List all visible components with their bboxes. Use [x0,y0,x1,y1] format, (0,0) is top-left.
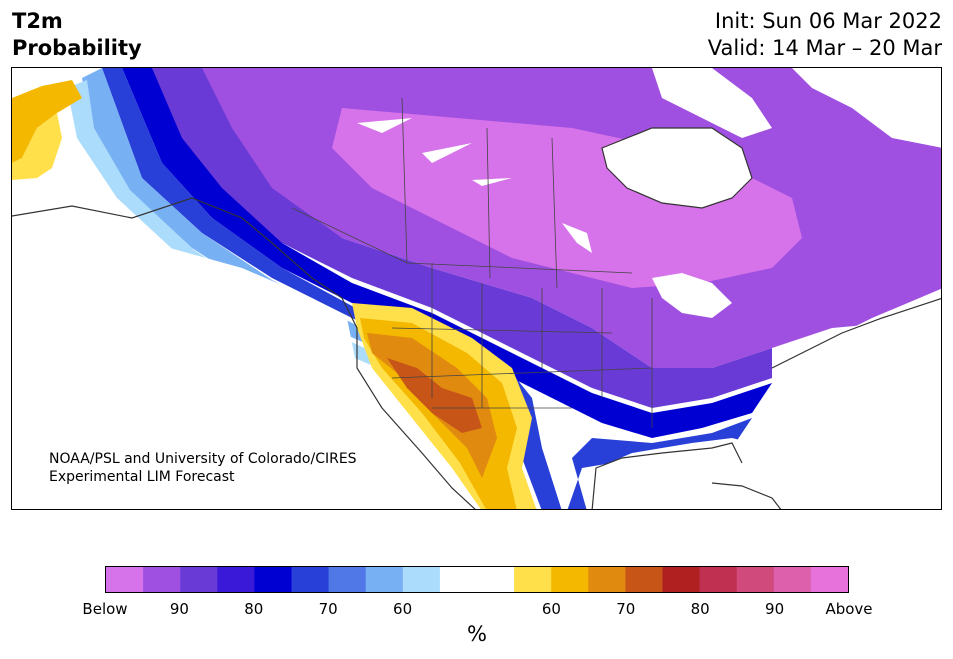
init-date: Init: Sun 06 Mar 2022 [714,9,942,33]
great-lakes [652,273,732,318]
colorbar-swatch [625,567,663,592]
colorbar-swatch [662,567,701,592]
ocean-atlantic-gulf [592,288,941,509]
colorbar-swatch [699,567,738,592]
colorbar-swatch [143,567,181,592]
colorbar-swatch [477,567,515,592]
colorbar-swatch [773,567,812,592]
forecast-dates: Init: Sun 06 Mar 2022 Valid: 14 Mar – 20… [708,8,942,62]
colorbar-tick-label: Below [82,600,128,618]
colorbar-swatch [588,567,626,592]
colorbar-swatch [402,567,441,592]
colorbar-tick-label: 70 [616,600,636,618]
colorbar-swatch [514,567,552,592]
colorbar-tick-label: 60 [541,600,561,618]
colorbar-swatch [551,567,589,592]
map-title: T2m Probability [12,8,142,62]
colorbar-unit: % [467,622,487,646]
colorbar-tick-label: 80 [244,600,264,618]
valid-range: Valid: 14 Mar – 20 Mar [707,36,942,60]
inland-lakes [357,118,592,253]
title-line-probability: Probability [12,36,142,60]
map-credit: NOAA/PSL and University of Colorado/CIRE… [49,450,357,486]
colorbar-swatch [217,567,255,592]
colorbar-swatch [810,567,848,592]
colorbar-tick-label: 90 [765,600,785,618]
coastlines [12,127,941,509]
colorbar-swatch [106,567,144,592]
colorbar-swatch [254,567,292,592]
colorbar-swatch [328,567,367,592]
colorbar-tick-label: Above [825,600,873,618]
colorbar-tick-label: 70 [318,600,338,618]
ocean-pacific [12,208,471,509]
forecast-map [11,67,942,510]
title-line-variable: T2m [12,9,63,33]
colorbar [105,566,849,593]
map-canvas [12,68,941,509]
colorbar-swatch [180,567,218,592]
colorbar-swatch [365,567,404,592]
probability-zone-above-alaska-light [12,113,62,180]
probability-zone-above-90 [387,358,482,433]
colorbar-tick-label: 60 [393,600,413,618]
colorbar-tick-label: 80 [690,600,710,618]
probability-zone-above-alaska [12,80,82,163]
colorbar-swatch [291,567,330,592]
colorbar-tick-label: 90 [169,600,189,618]
arctic-sea [652,68,941,148]
colorbar-swatch [439,567,478,592]
hudson-bay [602,128,752,208]
state-province-borders [291,97,653,428]
colorbar-swatch [736,567,775,592]
colorbar-swatches [106,567,848,592]
credit-line-1: NOAA/PSL and University of Colorado/CIRE… [49,451,357,467]
credit-line-2: Experimental LIM Forecast [49,469,235,485]
